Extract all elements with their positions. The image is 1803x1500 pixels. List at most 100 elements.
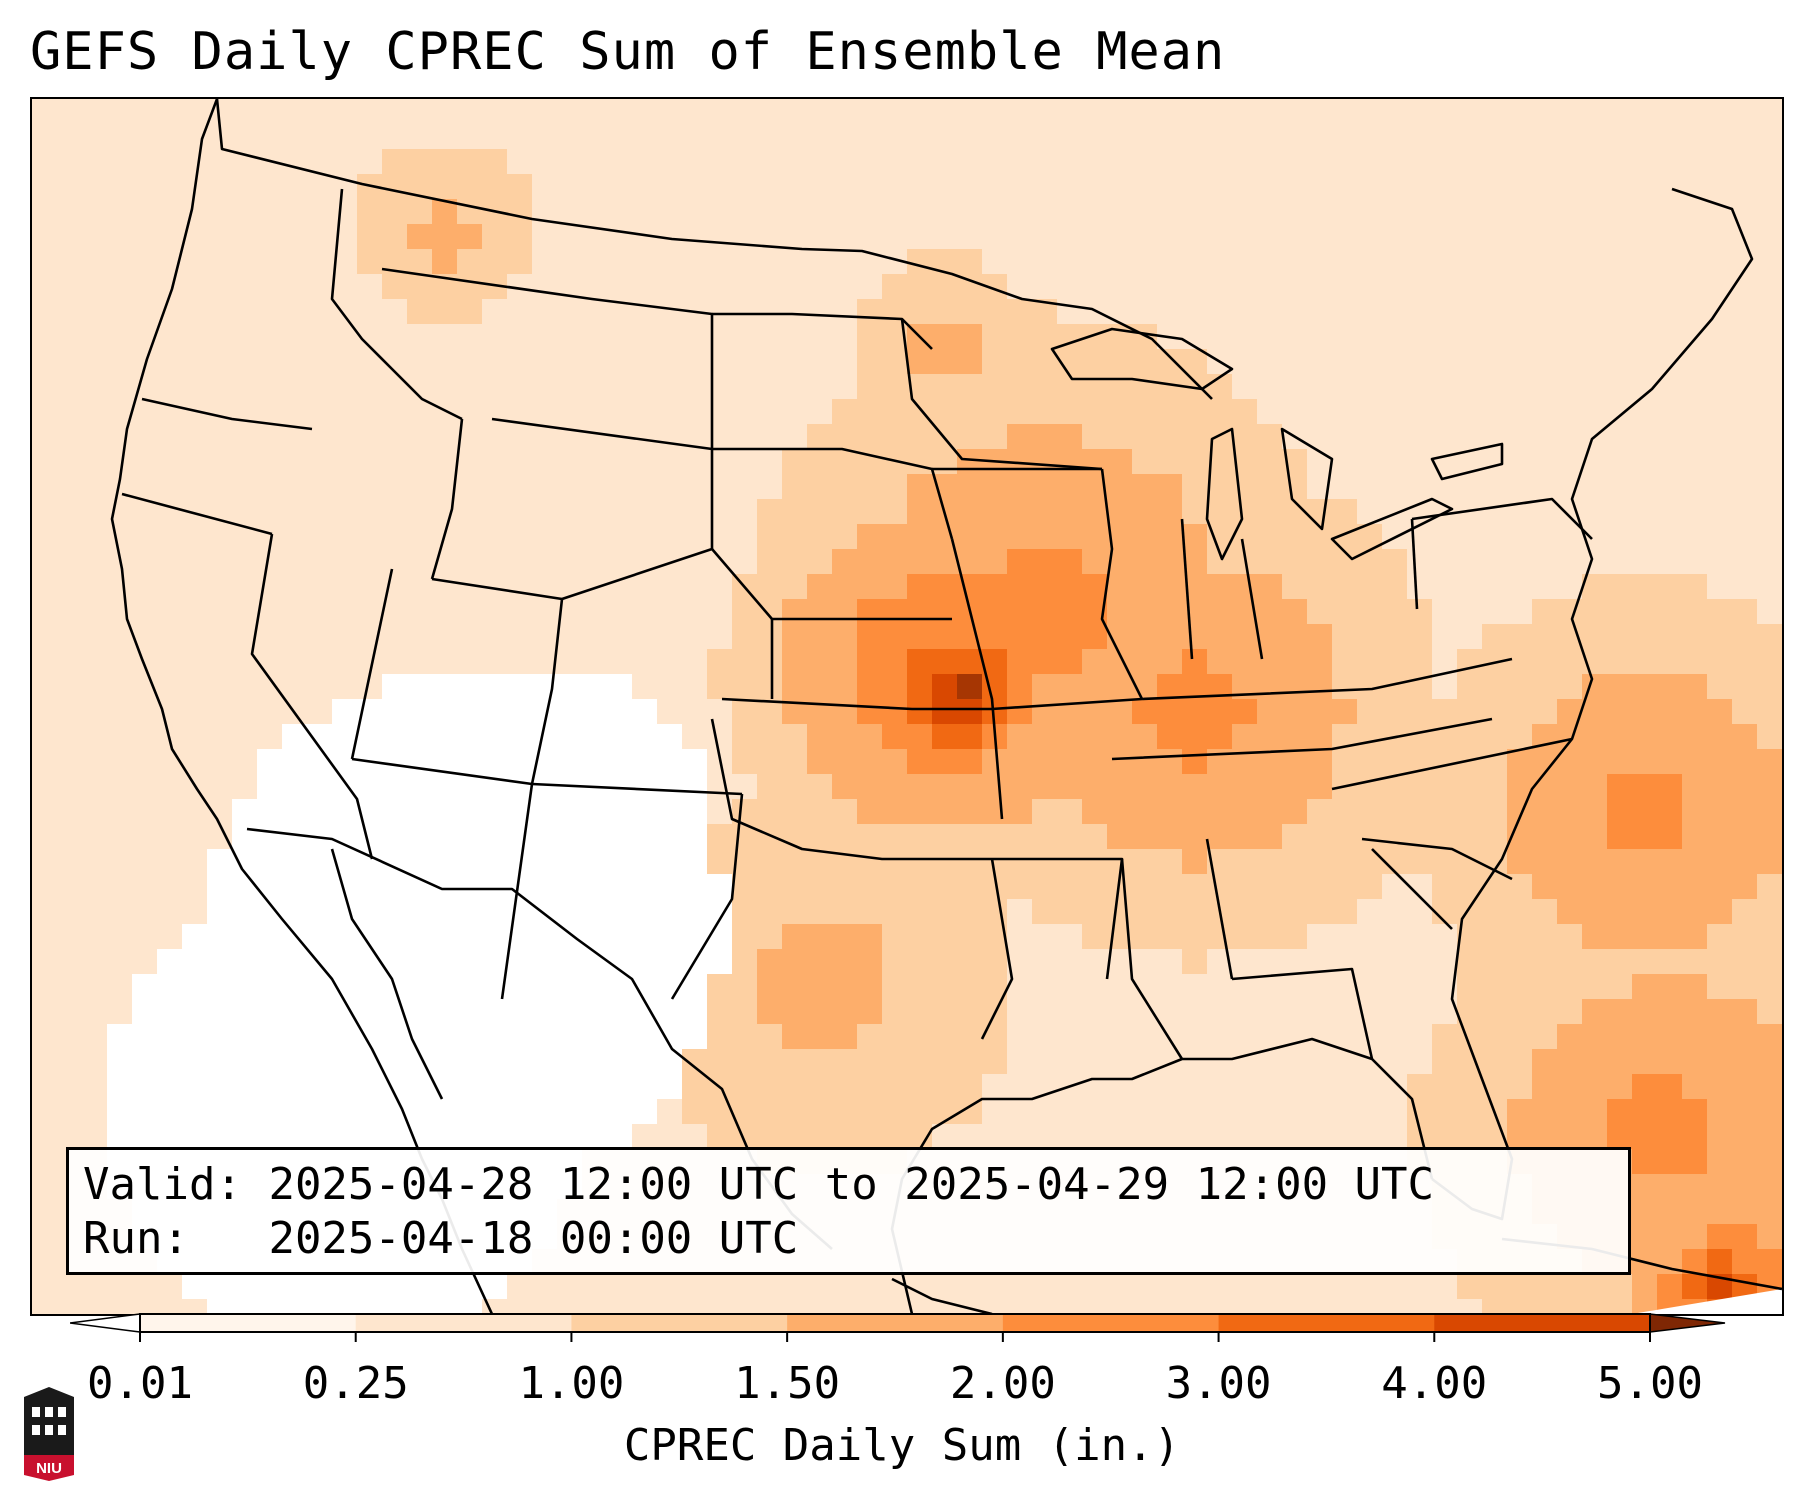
precip-cell xyxy=(1482,1024,1507,1049)
precip-cell xyxy=(1532,924,1557,949)
colorbar xyxy=(70,1313,1726,1342)
precip-cell xyxy=(1007,599,1032,624)
precip-cell xyxy=(857,649,882,674)
border-sc-ga xyxy=(1371,848,1453,930)
precip-cell xyxy=(907,949,932,974)
precip-cell xyxy=(557,1049,582,1074)
precip-cell xyxy=(957,499,982,524)
precip-cell xyxy=(1732,624,1757,649)
precip-cell xyxy=(1007,749,1032,774)
precip-cell xyxy=(407,674,432,699)
precip-cell xyxy=(832,949,857,974)
precip-cell xyxy=(1657,949,1682,974)
precip-cell xyxy=(1732,1049,1757,1074)
precip-cell xyxy=(1532,674,1557,699)
precip-cell xyxy=(1257,624,1282,649)
border-nv-ut xyxy=(350,568,394,760)
precip-cell xyxy=(682,774,707,799)
precip-cell xyxy=(257,1074,282,1099)
precip-cell xyxy=(1657,1149,1682,1174)
precip-cell xyxy=(1707,699,1732,724)
baja-california xyxy=(330,848,444,1100)
precip-cell xyxy=(557,1024,582,1049)
precip-cell xyxy=(282,1099,307,1124)
precip-cell xyxy=(1682,599,1707,624)
precip-cell xyxy=(207,899,232,924)
precip-cell xyxy=(1257,474,1282,499)
precip-cell xyxy=(932,574,957,599)
precip-cell xyxy=(882,499,907,524)
border-ut-co xyxy=(431,577,564,785)
precip-cell xyxy=(1457,1099,1482,1124)
precip-cell xyxy=(982,399,1007,424)
precip-cell xyxy=(732,699,757,724)
precip-cell xyxy=(1507,974,1532,999)
precip-cell xyxy=(1757,1249,1782,1274)
precip-cell xyxy=(307,899,332,924)
precip-cell xyxy=(232,824,257,849)
precip-cell xyxy=(1632,1099,1657,1124)
precip-cell xyxy=(1257,499,1282,524)
precip-cell xyxy=(457,749,482,774)
precip-cell xyxy=(557,699,582,724)
precip-cell xyxy=(1032,899,1057,924)
precip-cell xyxy=(1582,949,1607,974)
precip-cell xyxy=(932,824,957,849)
precip-cell xyxy=(882,1049,907,1074)
precip-cell xyxy=(932,949,957,974)
precip-cell xyxy=(807,949,832,974)
precip-cell xyxy=(757,624,782,649)
precip-cell xyxy=(1757,1049,1782,1074)
precip-cell xyxy=(1232,699,1257,724)
border-oh-pa xyxy=(1410,518,1419,610)
precip-cell xyxy=(1332,874,1357,899)
precip-cell xyxy=(1182,674,1207,699)
border-nc-sc xyxy=(1361,837,1513,881)
precip-cell xyxy=(1432,699,1457,724)
precip-cell xyxy=(757,774,782,799)
precip-cell xyxy=(1357,724,1382,749)
precip-cell xyxy=(457,999,482,1024)
precip-cell xyxy=(382,174,407,199)
precip-cell xyxy=(1532,874,1557,899)
precip-cell xyxy=(1107,749,1132,774)
precip-cell xyxy=(982,1024,1007,1049)
precip-cell xyxy=(432,1024,457,1049)
precip-cell xyxy=(282,724,307,749)
precip-cell xyxy=(1432,849,1457,874)
precip-cell xyxy=(1707,674,1732,699)
precip-cell xyxy=(632,949,657,974)
precip-cell xyxy=(982,424,1007,449)
precip-cell xyxy=(182,999,207,1024)
coastline-west xyxy=(110,99,494,1314)
precip-cell xyxy=(1132,499,1157,524)
precip-cell xyxy=(682,874,707,899)
precip-cell xyxy=(132,1074,157,1099)
precip-cell xyxy=(457,1099,482,1124)
precip-cell xyxy=(482,174,507,199)
precip-cell xyxy=(832,924,857,949)
precip-cell xyxy=(1507,1299,1532,1314)
precip-cell xyxy=(907,824,932,849)
precip-cell xyxy=(907,499,932,524)
precip-cell xyxy=(557,799,582,824)
precip-cell xyxy=(357,874,382,899)
precip-cell xyxy=(807,1124,832,1149)
precip-cell xyxy=(207,999,232,1024)
border-co-nm xyxy=(531,782,743,796)
precip-cell xyxy=(1057,724,1082,749)
precip-cell xyxy=(632,749,657,774)
precip-cell xyxy=(982,549,1007,574)
precip-cell xyxy=(782,649,807,674)
precip-cell xyxy=(1357,599,1382,624)
precip-cell xyxy=(457,1049,482,1074)
precip-cell xyxy=(207,1024,232,1049)
precip-cell xyxy=(1732,899,1757,924)
precip-cell xyxy=(782,499,807,524)
precip-cell xyxy=(982,324,1007,349)
precip-cell xyxy=(832,574,857,599)
precip-cell xyxy=(432,674,457,699)
precip-cell xyxy=(907,549,932,574)
precip-cell xyxy=(732,999,757,1024)
precip-cell xyxy=(1207,624,1232,649)
